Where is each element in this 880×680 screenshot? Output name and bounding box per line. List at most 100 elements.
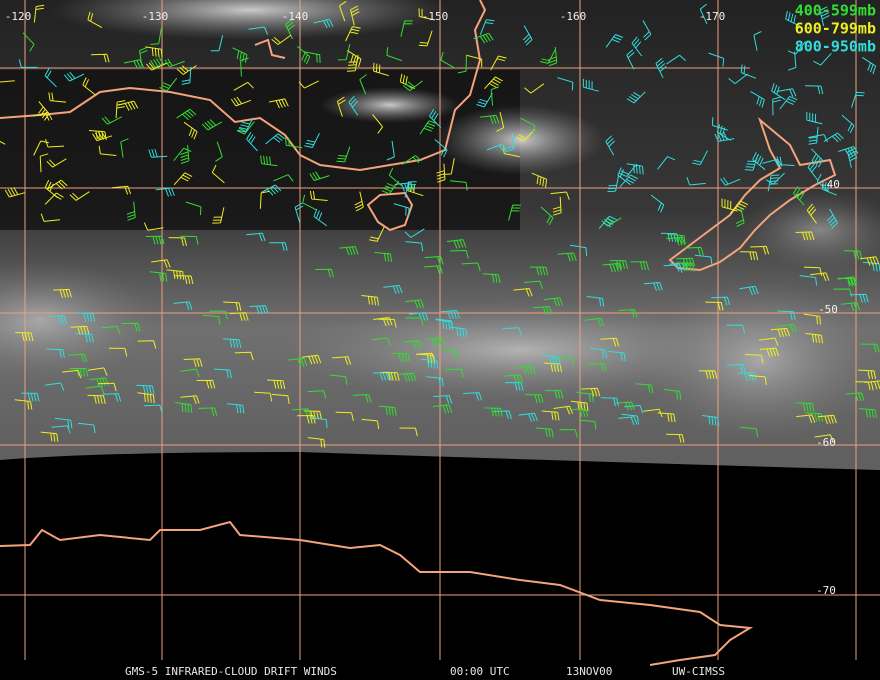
wind-barb <box>605 135 616 156</box>
wind-barb <box>285 137 303 149</box>
wind-barb <box>233 81 254 91</box>
footer-title: GMS-5 INFRARED-CLOUD DRIFT WINDS <box>125 665 337 678</box>
latitude-label: -40 <box>820 178 840 191</box>
wind-barb <box>285 18 295 40</box>
wind-barb <box>826 208 838 229</box>
wind-barb <box>294 202 304 223</box>
wind-barb <box>433 404 453 414</box>
wind-barb <box>261 184 282 196</box>
wind-barb <box>136 384 155 395</box>
wind-barb <box>301 354 322 365</box>
wind-barb <box>150 28 162 45</box>
wind-barb <box>173 172 193 186</box>
wind-barb <box>87 394 106 405</box>
wind-barb <box>810 272 830 282</box>
wind-barb <box>371 337 391 346</box>
wind-barb <box>196 379 216 389</box>
wind-barb <box>576 391 594 403</box>
wind-barb <box>180 235 199 245</box>
wind-barb <box>461 262 481 271</box>
wind-barb <box>490 55 507 71</box>
antarctica-coast <box>0 520 754 666</box>
wind-barb <box>248 26 269 35</box>
wind-barb <box>779 95 798 110</box>
longitude-label: -130 <box>142 10 169 23</box>
wind-barb <box>354 191 364 212</box>
wind-barb <box>176 65 197 75</box>
wind-barb <box>271 393 290 404</box>
wind-barb <box>600 337 620 347</box>
wind-barb <box>146 62 167 71</box>
wind-barb <box>429 109 442 128</box>
wind-barb <box>502 327 522 336</box>
wind-barb <box>424 265 444 274</box>
wind-barb <box>392 352 411 363</box>
wind-barb <box>864 380 880 390</box>
wind-barb <box>559 429 578 438</box>
wind-barb <box>298 80 319 89</box>
wind-barb <box>605 34 624 48</box>
wind-barb <box>808 126 819 145</box>
longitude-label: -120 <box>5 10 32 23</box>
wind-barb <box>304 132 320 148</box>
wind-barb <box>479 19 495 35</box>
wind-barb <box>720 177 741 186</box>
wind-barb <box>33 4 45 23</box>
wind-barb <box>524 83 545 94</box>
wind-barb <box>545 390 564 399</box>
wind-barb <box>69 191 90 201</box>
wind-barb <box>273 174 294 182</box>
wind-barb <box>449 326 468 338</box>
wind-barb <box>503 374 524 384</box>
wind-barb <box>313 18 334 29</box>
wind-barb <box>543 297 564 307</box>
wind-barb <box>40 431 59 442</box>
wind-barb <box>582 78 599 92</box>
wind-barb <box>373 62 390 77</box>
wind-barb <box>744 154 759 171</box>
wind-barb <box>631 36 643 57</box>
wind-barb <box>108 347 128 357</box>
wind-barb <box>267 379 286 390</box>
wind-barb <box>307 437 326 448</box>
wind-barb <box>557 77 574 91</box>
wind-barb <box>666 433 685 443</box>
wind-barb <box>602 262 622 273</box>
wind-barb <box>539 48 556 64</box>
wind-barb <box>424 256 444 265</box>
wind-barb <box>859 408 877 419</box>
wind-barb <box>246 232 266 242</box>
wind-barb <box>48 315 67 324</box>
wind-barb <box>814 434 834 443</box>
wind-barb <box>787 51 797 71</box>
wind-barb <box>550 191 570 200</box>
wind-barb <box>418 30 433 47</box>
wind-barb <box>657 156 676 170</box>
wind-barb <box>338 0 347 22</box>
wind-barb <box>63 71 85 82</box>
wind-barb <box>90 53 110 63</box>
wind-barb <box>841 114 855 134</box>
wind-barb <box>223 338 242 349</box>
wind-barb <box>101 326 121 335</box>
wind-barb <box>533 306 553 315</box>
wind-barb <box>123 59 144 69</box>
wind-barb <box>18 59 38 68</box>
wind-barb <box>229 312 249 321</box>
wind-barb <box>118 100 139 111</box>
wind-barb <box>548 46 558 67</box>
wind-barb <box>716 124 732 141</box>
wind-barb <box>168 237 187 247</box>
wind-barb <box>313 208 328 227</box>
wind-barb <box>861 56 877 75</box>
wind-barb <box>482 273 501 283</box>
wind-barb <box>145 235 165 245</box>
wind-barb <box>213 368 232 379</box>
wind-barb <box>87 11 103 29</box>
wind-barb <box>785 10 801 27</box>
wind-barb <box>374 252 393 263</box>
legend-entry: 600-799mb <box>795 20 876 38</box>
wind-barb <box>600 397 619 407</box>
wind-barb <box>711 296 731 306</box>
wind-barb <box>739 251 759 261</box>
